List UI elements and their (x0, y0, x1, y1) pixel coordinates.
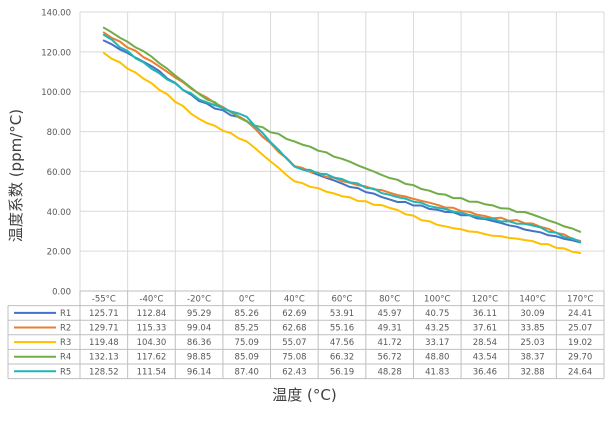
table-cell: 86.36 (187, 338, 211, 348)
table-cell: 49.31 (377, 324, 401, 334)
table-cell: 75.08 (282, 353, 306, 363)
table-cell: 85.26 (235, 309, 259, 319)
table-cell: 66.32 (330, 353, 354, 363)
x-tick-label: 100°C (424, 295, 450, 305)
table-cell: 48.28 (377, 367, 401, 377)
table-cell: 85.25 (235, 324, 259, 334)
legend-label: R3 (60, 338, 71, 348)
legend-label: R2 (60, 324, 71, 334)
table-cell: 129.71 (89, 324, 119, 334)
table-cell: 43.54 (473, 353, 497, 363)
table-cell: 55.16 (330, 324, 354, 334)
y-tick-label: 0.00 (52, 288, 71, 298)
y-tick-label: 80.00 (47, 128, 71, 138)
table-cell: 104.30 (137, 338, 167, 348)
table-cell: 29.70 (568, 353, 592, 363)
y-tick-label: 100.00 (41, 88, 71, 98)
table-cell: 117.62 (137, 353, 167, 363)
table-cell: 25.07 (568, 324, 592, 334)
table-cell: 41.72 (377, 338, 401, 348)
table-cell: 119.48 (89, 338, 119, 348)
table-cell: 25.03 (520, 338, 544, 348)
legend-label: R5 (60, 367, 71, 377)
table-cell: 37.61 (473, 324, 497, 334)
table-cell: 24.64 (568, 367, 592, 377)
y-tick-label: 40.00 (47, 208, 71, 218)
table-cell: 75.09 (235, 338, 259, 348)
table-cell: 45.97 (377, 309, 401, 319)
table-cell: 53.91 (330, 309, 354, 319)
table-cell: 96.14 (187, 367, 211, 377)
x-tick-label: 80°C (379, 295, 400, 305)
table-cell: 125.71 (89, 309, 119, 319)
table-cell: 85.09 (235, 353, 259, 363)
legend-label: R4 (60, 353, 71, 363)
table-cell: 47.56 (330, 338, 354, 348)
x-tick-label: 60°C (331, 295, 352, 305)
y-tick-label: 120.00 (41, 48, 71, 58)
x-tick-label: 140°C (519, 295, 545, 305)
x-axis-title: 温度 (°C) (272, 386, 337, 404)
table-cell: 28.54 (473, 338, 497, 348)
y-axis-title: 温度系数 (ppm/°C) (7, 108, 26, 242)
table-cell: 33.17 (425, 338, 449, 348)
y-tick-label: 140.00 (41, 9, 71, 19)
table-cell: 98.85 (187, 353, 211, 363)
table-cell: 24.41 (568, 309, 592, 319)
table-cell: 36.11 (473, 309, 497, 319)
table-cell: 87.40 (235, 367, 259, 377)
x-tick-label: 120°C (472, 295, 498, 305)
x-tick-label: 40°C (284, 295, 305, 305)
x-tick-label: -20°C (187, 295, 211, 305)
table-cell: 99.04 (187, 324, 211, 334)
table-cell: 38.37 (520, 353, 544, 363)
table-cell: 48.80 (425, 353, 449, 363)
table-cell: 55.07 (282, 338, 306, 348)
table-cell: 115.33 (137, 324, 167, 334)
table-cell: 111.54 (137, 367, 167, 377)
table-cell: 30.09 (520, 309, 544, 319)
series-line-R5 (102, 33, 582, 243)
table-cell: 95.29 (187, 309, 211, 319)
table-cell: 33.85 (520, 324, 544, 334)
y-tick-label: 20.00 (47, 248, 71, 258)
table-cell: 62.68 (282, 324, 306, 334)
x-tick-label: -55°C (92, 295, 116, 305)
x-tick-label: 0°C (239, 295, 255, 305)
table-cell: 32.88 (520, 367, 544, 377)
y-axis-title-box: 温度系数 (ppm/°C) (2, 75, 30, 275)
x-tick-label: -40°C (139, 295, 163, 305)
table-cell: 132.13 (89, 353, 119, 363)
table-cell: 62.69 (282, 309, 306, 319)
series-line-R3 (102, 51, 582, 255)
legend-label: R1 (60, 309, 71, 319)
table-cell: 56.72 (377, 353, 401, 363)
table-cell: 19.02 (568, 338, 592, 348)
table-cell: 36.46 (473, 367, 497, 377)
table-cell: 43.25 (425, 324, 449, 334)
table-cell: 56.19 (330, 367, 354, 377)
table-cell: 112.84 (137, 309, 167, 319)
table-cell: 62.43 (282, 367, 306, 377)
x-tick-label: 170°C (567, 295, 593, 305)
series-line-R4 (102, 26, 582, 233)
table-cell: 40.75 (425, 309, 449, 319)
table-cell: 128.52 (89, 367, 119, 377)
table-cell: 41.83 (425, 367, 449, 377)
y-tick-label: 60.00 (47, 168, 71, 178)
